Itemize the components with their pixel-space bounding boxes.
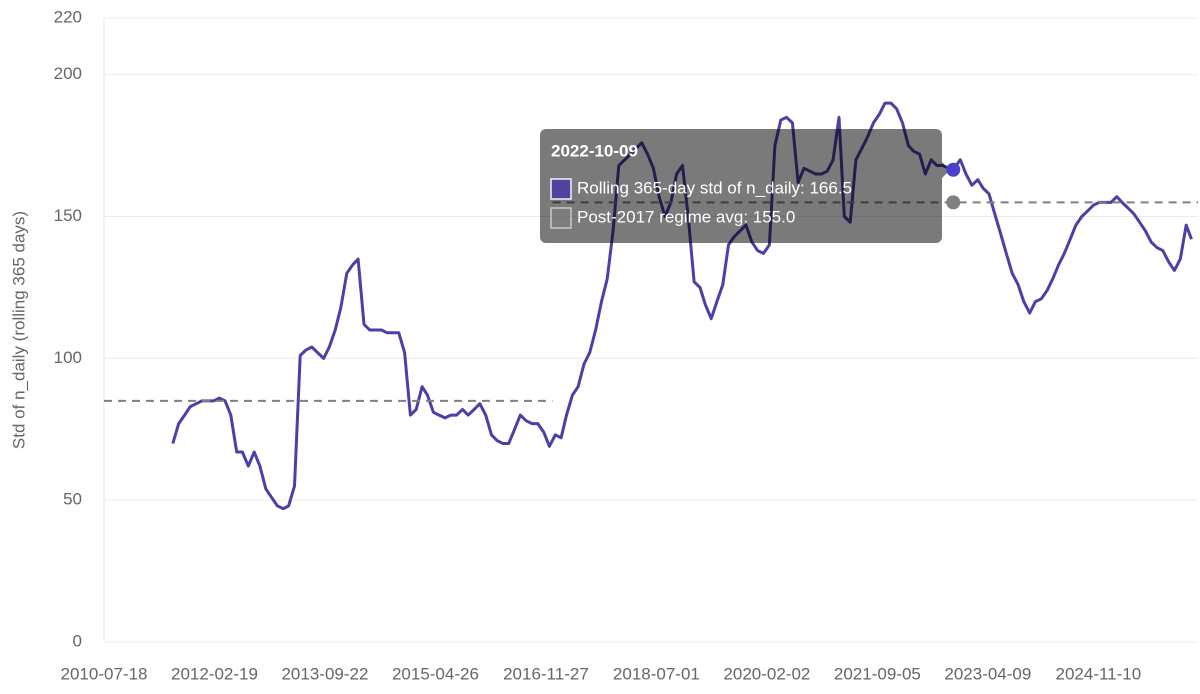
- y-tick-label: 0: [73, 631, 82, 650]
- hover-point: [946, 195, 961, 210]
- tooltip-swatch: [550, 207, 572, 229]
- tooltip-box: [540, 129, 942, 243]
- x-tick-label: 2023-04-09: [944, 664, 1031, 683]
- hover-point: [946, 162, 961, 177]
- x-tick-label: 2024-11-10: [1056, 664, 1142, 683]
- tooltip-swatch: [550, 178, 572, 200]
- y-tick-label: 220: [54, 7, 82, 26]
- x-tick-label: 2010-07-18: [61, 664, 148, 683]
- y-tick-label: 50: [63, 490, 82, 509]
- tooltip: 2022-10-09 Rolling 365-day std of n_daily…: [540, 129, 950, 243]
- tooltip-title: 2022-10-09: [551, 141, 638, 160]
- x-tick-label: 2021-09-05: [834, 664, 921, 683]
- tooltip-item: Post-2017 regime avg: 155.0: [577, 207, 795, 226]
- x-tick-label: 2020-02-02: [723, 664, 810, 683]
- x-tick-label: 2018-07-01: [613, 664, 700, 683]
- y-axis-label: Std of n_daily (rolling 365 days): [9, 211, 28, 449]
- y-tick-label: 150: [54, 206, 82, 225]
- x-tick-label: 2012-02-19: [171, 664, 258, 683]
- tooltip-item: Rolling 365-day std of n_daily: 166.5: [577, 178, 852, 197]
- x-tick-label: 2013-09-22: [281, 664, 368, 683]
- y-tick-label: 200: [54, 64, 82, 83]
- y-tick-label: 100: [54, 348, 82, 367]
- x-tick-label: 2015-04-26: [392, 664, 479, 683]
- tooltip-caret: [942, 162, 950, 178]
- x-tick-label: 2016-11-27: [503, 664, 589, 683]
